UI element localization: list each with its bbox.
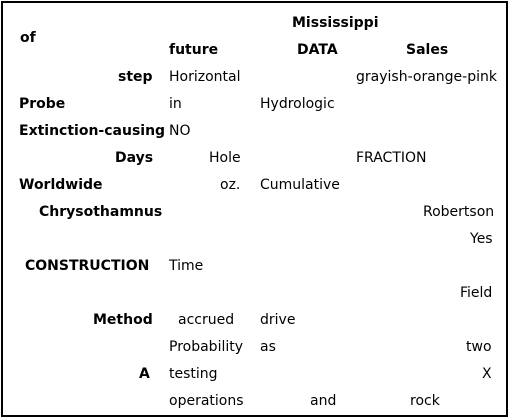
table-cell: FRACTION (356, 150, 427, 166)
row-label: Days (115, 150, 154, 166)
table-cell: Hole (209, 150, 241, 166)
table-cell: as (260, 339, 276, 355)
row-label: CONSTRUCTION (25, 258, 150, 274)
table-cell: Probability (169, 339, 244, 355)
row-label: A (139, 366, 150, 382)
table-cell: in (169, 96, 182, 112)
table-cell: accrued (178, 312, 235, 328)
row-label: Method (93, 312, 153, 328)
column-header-sales: Sales (406, 42, 449, 58)
column-header-data: DATA (297, 42, 338, 58)
table-cell: Time (169, 258, 204, 274)
row-label: Extinction-causing (19, 123, 166, 139)
table-cell: drive (260, 312, 296, 328)
table-cell: and (310, 393, 337, 409)
column-group-header: Mississippi (292, 15, 379, 31)
table-cell: Field (460, 285, 493, 301)
column-header-future: future (169, 42, 219, 58)
row-label: step (118, 69, 153, 85)
row-label: Worldwide (19, 177, 103, 193)
table-cell: Cumulative (260, 177, 340, 193)
row-label: Probe (19, 96, 66, 112)
table-cell: grayish-orange-pink (356, 69, 497, 85)
table-cell: oz. (220, 177, 241, 193)
table-cell: rock (410, 393, 440, 409)
table-cell: X (482, 366, 492, 382)
table-cell: Horizontal (169, 69, 241, 85)
table-cell: Robertson (423, 204, 495, 220)
table-corner-label: of (20, 30, 36, 46)
table-cell: two (466, 339, 492, 355)
table-cell: Hydrologic (260, 96, 335, 112)
table-cell: Yes (470, 231, 493, 247)
table-cell: testing (169, 366, 218, 382)
table-cell: operations (169, 393, 244, 409)
row-label: Chrysothamnus (39, 204, 163, 220)
table-cell: NO (169, 123, 191, 139)
